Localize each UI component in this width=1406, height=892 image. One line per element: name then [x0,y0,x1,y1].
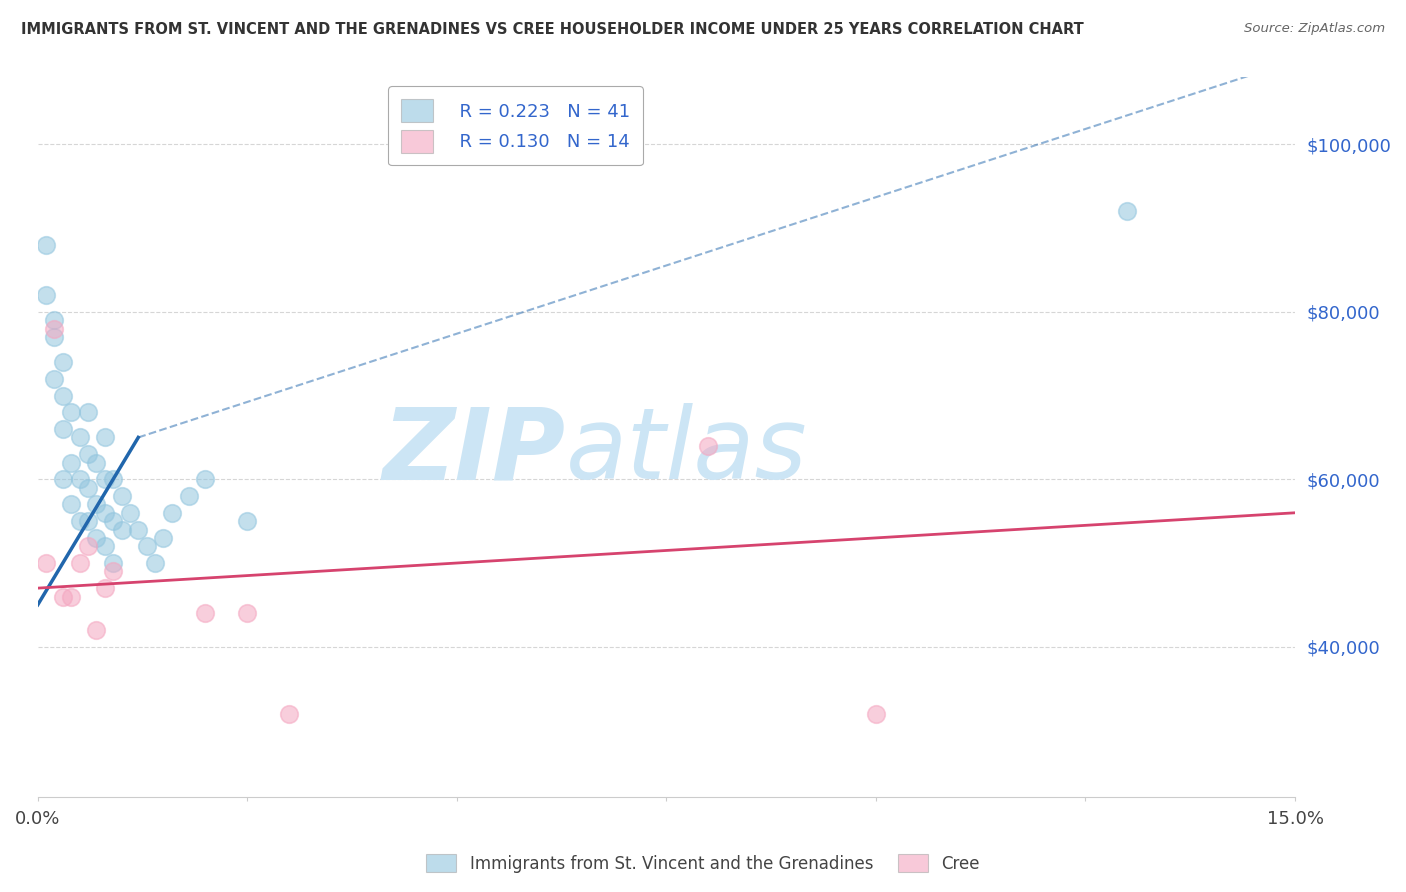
Point [101,565,124,579]
Point [35,556,58,570]
Point [86,623,108,637]
Point [101,556,124,570]
Text: IMMIGRANTS FROM ST. VINCENT AND THE GRENADINES VS CREE HOUSEHOLDER INCOME UNDER : IMMIGRANTS FROM ST. VINCENT AND THE GREN… [21,22,1084,37]
Legend:   R = 0.223   N = 41,   R = 0.130   N = 14: R = 0.223 N = 41, R = 0.130 N = 14 [388,87,643,165]
Point [69,556,91,570]
Point [1116,204,1139,219]
Point [52,388,75,402]
Point [152,531,174,545]
Point [101,514,124,528]
Point [60,590,83,604]
Point [44,321,66,335]
Point [127,523,149,537]
Point [236,607,259,621]
Point [35,288,58,302]
Point [60,456,83,470]
Point [52,590,75,604]
Point [135,539,157,553]
Point [77,514,100,528]
Point [93,539,115,553]
Point [77,539,100,553]
Point [86,531,108,545]
Point [60,405,83,419]
Point [143,556,166,570]
Point [110,489,132,503]
Point [44,372,66,386]
Point [177,489,200,503]
Point [77,447,100,461]
Point [86,456,108,470]
Point [865,706,887,721]
Point [93,506,115,520]
Point [69,514,91,528]
Point [93,581,115,595]
Point [236,514,259,528]
Point [160,506,183,520]
Point [60,497,83,511]
Point [77,481,100,495]
Point [697,439,720,453]
Point [86,497,108,511]
Point [52,355,75,369]
Point [118,506,141,520]
Point [44,313,66,327]
Point [101,472,124,486]
Point [110,523,132,537]
Point [93,430,115,444]
Text: atlas: atlas [565,403,807,500]
Point [52,422,75,436]
Point [278,706,301,721]
Point [35,238,58,252]
Point [69,430,91,444]
Point [194,607,217,621]
Point [194,472,217,486]
Point [93,472,115,486]
Point [44,330,66,344]
Legend: Immigrants from St. Vincent and the Grenadines, Cree: Immigrants from St. Vincent and the Gren… [419,847,987,880]
Point [69,472,91,486]
Point [77,405,100,419]
Point [52,472,75,486]
Text: ZIP: ZIP [382,403,565,500]
Text: Source: ZipAtlas.com: Source: ZipAtlas.com [1244,22,1385,36]
